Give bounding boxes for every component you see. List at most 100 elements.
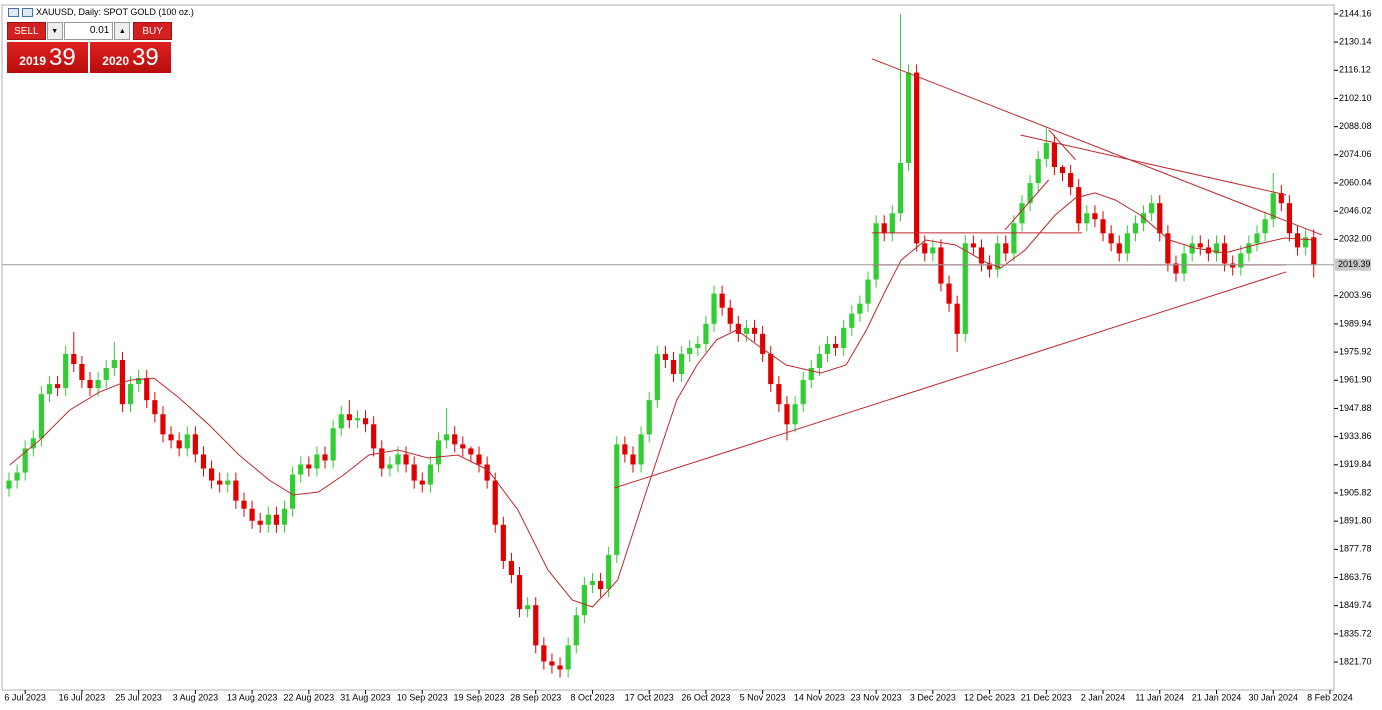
candle-body [954, 303, 960, 334]
candle-body [87, 380, 93, 389]
candle-body [792, 404, 798, 425]
x-tick-label: 14 Nov 2023 [794, 692, 845, 702]
candle-body [411, 464, 417, 481]
y-tick-label: 1961.90 [1339, 375, 1372, 385]
x-tick-label: 10 Sep 2023 [397, 692, 448, 702]
y-tick-label: 1975.92 [1339, 346, 1372, 356]
candle-body [290, 474, 296, 509]
y-tick-label: 1905.82 [1339, 487, 1372, 497]
candle-body [225, 480, 231, 485]
candle-body [208, 468, 215, 481]
y-tick-label: 1947.88 [1339, 403, 1372, 413]
candle-body [881, 223, 887, 234]
candle-body [573, 615, 579, 646]
candle-body [200, 454, 207, 469]
candle-body [306, 464, 312, 469]
candle-body [452, 434, 458, 445]
sell-button[interactable]: SELL [7, 22, 46, 40]
lot-input[interactable]: 0.01 [63, 22, 114, 40]
candle-body [760, 333, 766, 354]
order-row: SELL ▼ 0.01 ▲ BUY [7, 22, 172, 40]
candle-body [95, 380, 101, 389]
x-tick-label: 25 Jul 2023 [115, 692, 162, 702]
candle-body [6, 480, 12, 489]
candle-body [784, 404, 790, 425]
candle-body [387, 464, 393, 469]
candle-body [257, 520, 263, 525]
candle-body [751, 327, 758, 334]
plot-frame [1, 4, 1335, 691]
candle-body [119, 359, 126, 405]
candle-body [427, 464, 433, 485]
candle-body [338, 414, 344, 429]
candle-body [1294, 233, 1301, 248]
candle-body [922, 243, 928, 254]
candle-body [1092, 213, 1098, 220]
moving-average [9, 192, 1315, 608]
candle-body [71, 353, 77, 364]
candle-body [46, 384, 53, 395]
x-tick-label: 12 Dec 2023 [964, 692, 1015, 702]
buy-button[interactable]: BUY [133, 22, 172, 40]
candle-body [508, 560, 515, 576]
candle-body [1059, 167, 1066, 174]
candle-body [962, 243, 968, 334]
candle-body [897, 162, 904, 214]
candle-body [468, 448, 474, 455]
candle-body [265, 514, 271, 525]
candle-body [362, 418, 369, 425]
x-tick-label: 5 Nov 2023 [740, 692, 786, 702]
lot-up[interactable]: ▲ [114, 22, 131, 40]
icon [8, 7, 19, 17]
y-tick-label: 2003.96 [1339, 290, 1372, 300]
candle-body [914, 72, 920, 244]
x-tick-label: 30 Jan 2024 [1248, 692, 1298, 702]
candle-body [743, 327, 750, 334]
candle-body [525, 605, 531, 610]
candle-body [1011, 223, 1017, 254]
candle-body [800, 380, 806, 405]
lot-down[interactable]: ▼ [46, 22, 63, 40]
candle-body [541, 645, 547, 662]
ask-box[interactable]: 2020 39 [90, 42, 171, 73]
bid-small: 39 [49, 44, 76, 71]
candle-body [492, 480, 498, 525]
candle-body [152, 400, 158, 415]
x-tick-label: 6 Jul 2023 [4, 692, 46, 702]
y-tick-label: 1821.70 [1339, 656, 1372, 666]
candle-body [22, 448, 28, 473]
candle-body [824, 343, 831, 354]
candle-body [630, 454, 636, 465]
y-tick-label: 1877.78 [1339, 544, 1372, 554]
candle-body [1116, 243, 1122, 254]
candle-body [1311, 237, 1317, 265]
bid-box[interactable]: 2019 39 [7, 42, 88, 73]
candle-body [314, 454, 320, 469]
x-tick-label: 2 Jan 2024 [1081, 692, 1126, 702]
candle-body [30, 438, 36, 449]
candle-body [670, 359, 677, 375]
x-tick-label: 19 Sep 2023 [453, 692, 504, 702]
candle-body [516, 575, 523, 610]
candle-body [654, 353, 660, 401]
candle-body [565, 645, 571, 670]
candle-body [1303, 237, 1309, 248]
candle-body [1254, 233, 1260, 244]
candle-body [622, 444, 628, 455]
candle-body [1084, 213, 1090, 224]
chart-header: XAUUSD, Daily: SPOT GOLD (100 oz.) [8, 7, 194, 17]
y-tick-label: 2032.00 [1339, 234, 1372, 244]
candle-body [1181, 253, 1187, 274]
x-tick-label: 3 Aug 2023 [173, 692, 219, 702]
candle-body [1270, 193, 1276, 220]
y-tick-label: 2144.16 [1339, 8, 1372, 18]
x-tick-label: 31 Aug 2023 [340, 692, 391, 702]
y-tick-label: 1933.86 [1339, 431, 1372, 441]
candle-body [735, 323, 741, 334]
trend-line [871, 58, 1323, 236]
candle-body [646, 400, 652, 435]
candle-body [597, 581, 604, 590]
candle-body [1165, 233, 1171, 264]
candle-body [127, 384, 134, 405]
